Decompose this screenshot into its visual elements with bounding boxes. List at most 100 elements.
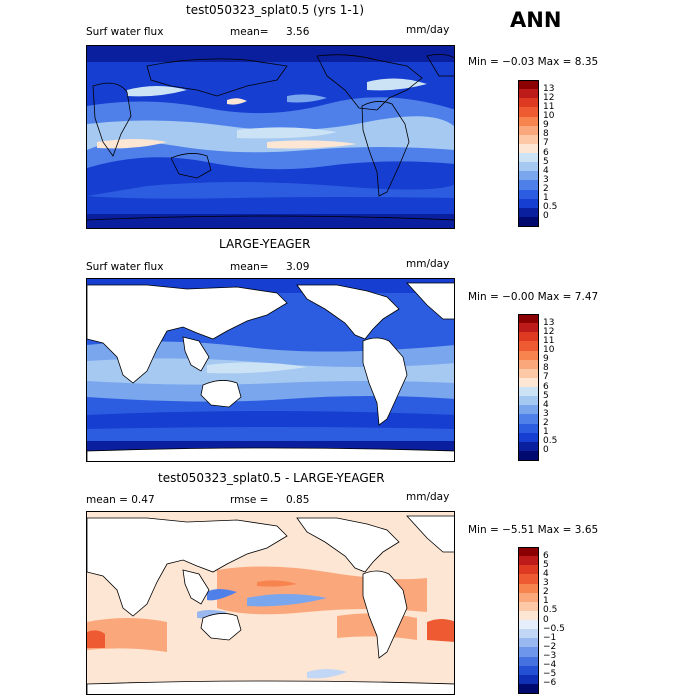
- colorbar-swatch: [518, 332, 539, 342]
- colorbar-tick-label: 2: [543, 184, 549, 194]
- colorbar-tick-label: 8: [543, 129, 549, 140]
- panel-2-minmax: Min = −0.00 Max = 7.47: [468, 291, 599, 303]
- colorbar-tick-label: 2: [543, 418, 549, 428]
- colorbar-swatch: [518, 323, 539, 333]
- colorbar-tick-label: 1: [543, 596, 549, 607]
- colorbar-swatch: [518, 620, 539, 630]
- colorbar-swatch: [518, 189, 539, 200]
- panel-3-rmse-value: 0.85: [286, 494, 310, 506]
- panel-2-mean-label: mean=: [230, 261, 269, 273]
- colorbar-tick-label: 8: [543, 363, 549, 374]
- colorbar-swatch: [518, 683, 539, 694]
- colorbar-swatch: [518, 556, 539, 566]
- colorbar-tick-label: 1: [543, 427, 549, 438]
- colorbar-tick-label: −1: [543, 632, 557, 643]
- colorbar-swatch: [518, 547, 539, 557]
- panel-3-colorbar: 6 5 4 3 2 1 0.5 0 −0.5 −1 −2 −3 −4 −5 −6: [518, 547, 565, 694]
- panel-1-map: [86, 45, 455, 229]
- colorbar-swatch: [518, 432, 539, 443]
- colorbar-tick-label: 6: [543, 550, 549, 561]
- colorbar-swatch: [518, 583, 539, 594]
- colorbar-swatch: [518, 125, 539, 136]
- colorbar-swatch: [518, 377, 539, 388]
- colorbar-tick-label: 12: [543, 326, 555, 337]
- panel-2-colorbar: 13 12 11 10 9 8 7 6 5 4 3 2 1 0.5 0: [518, 314, 558, 461]
- colorbar-swatch: [518, 387, 539, 397]
- colorbar-tick-label: 13: [543, 317, 555, 328]
- panel-2-units: mm/day: [406, 258, 450, 270]
- colorbar-swatch: [518, 341, 539, 351]
- panel-1-mean-label: mean=: [230, 26, 269, 38]
- panel-1-minmax: Min = −0.03 Max = 8.35: [468, 56, 599, 68]
- colorbar-swatch: [518, 414, 539, 424]
- colorbar-swatch: [518, 656, 539, 667]
- colorbar-tick-label: 7: [543, 372, 549, 383]
- colorbar-tick-label: 4: [543, 165, 549, 176]
- panel-2-map-svg: [87, 279, 454, 461]
- panel-2-variable-label: Surf water flux: [86, 261, 164, 273]
- colorbar-tick-label: 6: [543, 147, 549, 158]
- colorbar-swatch: [518, 638, 539, 648]
- panel-3-title: test050323_splat0.5 - LARGE-YEAGER: [158, 471, 385, 485]
- colorbar-swatch: [518, 116, 539, 127]
- colorbar-swatch: [518, 134, 539, 145]
- colorbar-swatch: [518, 350, 539, 361]
- colorbar-tick-label: −2: [543, 641, 557, 652]
- colorbar-tick-label: 4: [543, 568, 549, 579]
- colorbar-tick-label: 4: [543, 399, 549, 410]
- colorbar-swatch: [518, 610, 539, 621]
- panel-3-map-svg: [87, 512, 454, 694]
- colorbar-tick-label: 5: [543, 156, 549, 167]
- panel-3-minmax: Min = −5.51 Max = 3.65: [468, 524, 599, 536]
- panel-1-variable-label: Surf water flux: [86, 26, 164, 38]
- panel-1-units: mm/day: [406, 24, 450, 36]
- colorbar-swatch: [518, 450, 539, 461]
- colorbar-swatch: [518, 396, 539, 406]
- colorbar-tick-label: 10: [543, 345, 555, 355]
- colorbar-tick-label: 7: [543, 138, 549, 149]
- colorbar-tick-label: 0.5: [543, 605, 558, 616]
- colorbar-tick-label: 12: [543, 92, 555, 103]
- colorbar-tick-label: 11: [543, 335, 555, 346]
- colorbar-tick-label: 5: [543, 559, 549, 570]
- colorbar-swatch: [518, 171, 539, 181]
- colorbar-swatch: [518, 574, 539, 584]
- colorbar-tick-label: 10: [543, 111, 555, 121]
- colorbar-swatch: [518, 80, 539, 90]
- panel-3-land: [87, 515, 454, 694]
- panel-1-title: test050323_splat0.5 (yrs 1-1): [186, 3, 365, 17]
- colorbar-swatch: [518, 162, 539, 172]
- colorbar-swatch: [518, 601, 539, 612]
- colorbar-swatch: [518, 368, 539, 379]
- colorbar-tick-label: 1: [543, 193, 549, 204]
- colorbar-swatch: [518, 565, 539, 575]
- colorbar-tick-label: 0: [543, 445, 549, 456]
- colorbar-swatch: [518, 89, 539, 99]
- panel-1-colorbar: 13 12 11 10 9 8 7 6 5 4 3 2 1 0.5 0: [518, 80, 558, 227]
- colorbar-swatch: [518, 647, 539, 657]
- panel-3-mean-text: mean = 0.47: [86, 494, 155, 506]
- panel-1-mean-value: 3.56: [286, 26, 310, 38]
- colorbar-tick-label: 2: [543, 587, 549, 598]
- colorbar-swatch: [518, 405, 539, 415]
- colorbar-tick-label: 0.5: [543, 202, 558, 213]
- panel-3-rmse-label: rmse =: [230, 494, 269, 506]
- colorbar-tick-label: 6: [543, 381, 549, 392]
- colorbar-tick-label: 9: [543, 120, 549, 131]
- panel-1-map-svg: [87, 46, 454, 228]
- colorbar-tick-label: 0: [543, 614, 549, 625]
- panel-2-title: LARGE-YEAGER: [219, 237, 311, 251]
- colorbar-swatch: [518, 314, 539, 324]
- colorbar-swatch: [518, 592, 539, 603]
- colorbar-tick-label: 11: [543, 101, 555, 112]
- panel-2-mean-value: 3.09: [286, 261, 310, 273]
- panel-3-map: [86, 511, 455, 695]
- colorbar-swatch: [518, 143, 539, 154]
- colorbar-tick-label: 9: [543, 354, 549, 365]
- colorbar-swatch: [518, 198, 539, 209]
- panel-3-units: mm/day: [406, 491, 450, 503]
- colorbar-tick-label: 0: [543, 211, 549, 222]
- colorbar-tick-label: −0.5: [543, 623, 565, 634]
- colorbar-swatch: [518, 674, 539, 685]
- colorbar-swatch: [518, 153, 539, 163]
